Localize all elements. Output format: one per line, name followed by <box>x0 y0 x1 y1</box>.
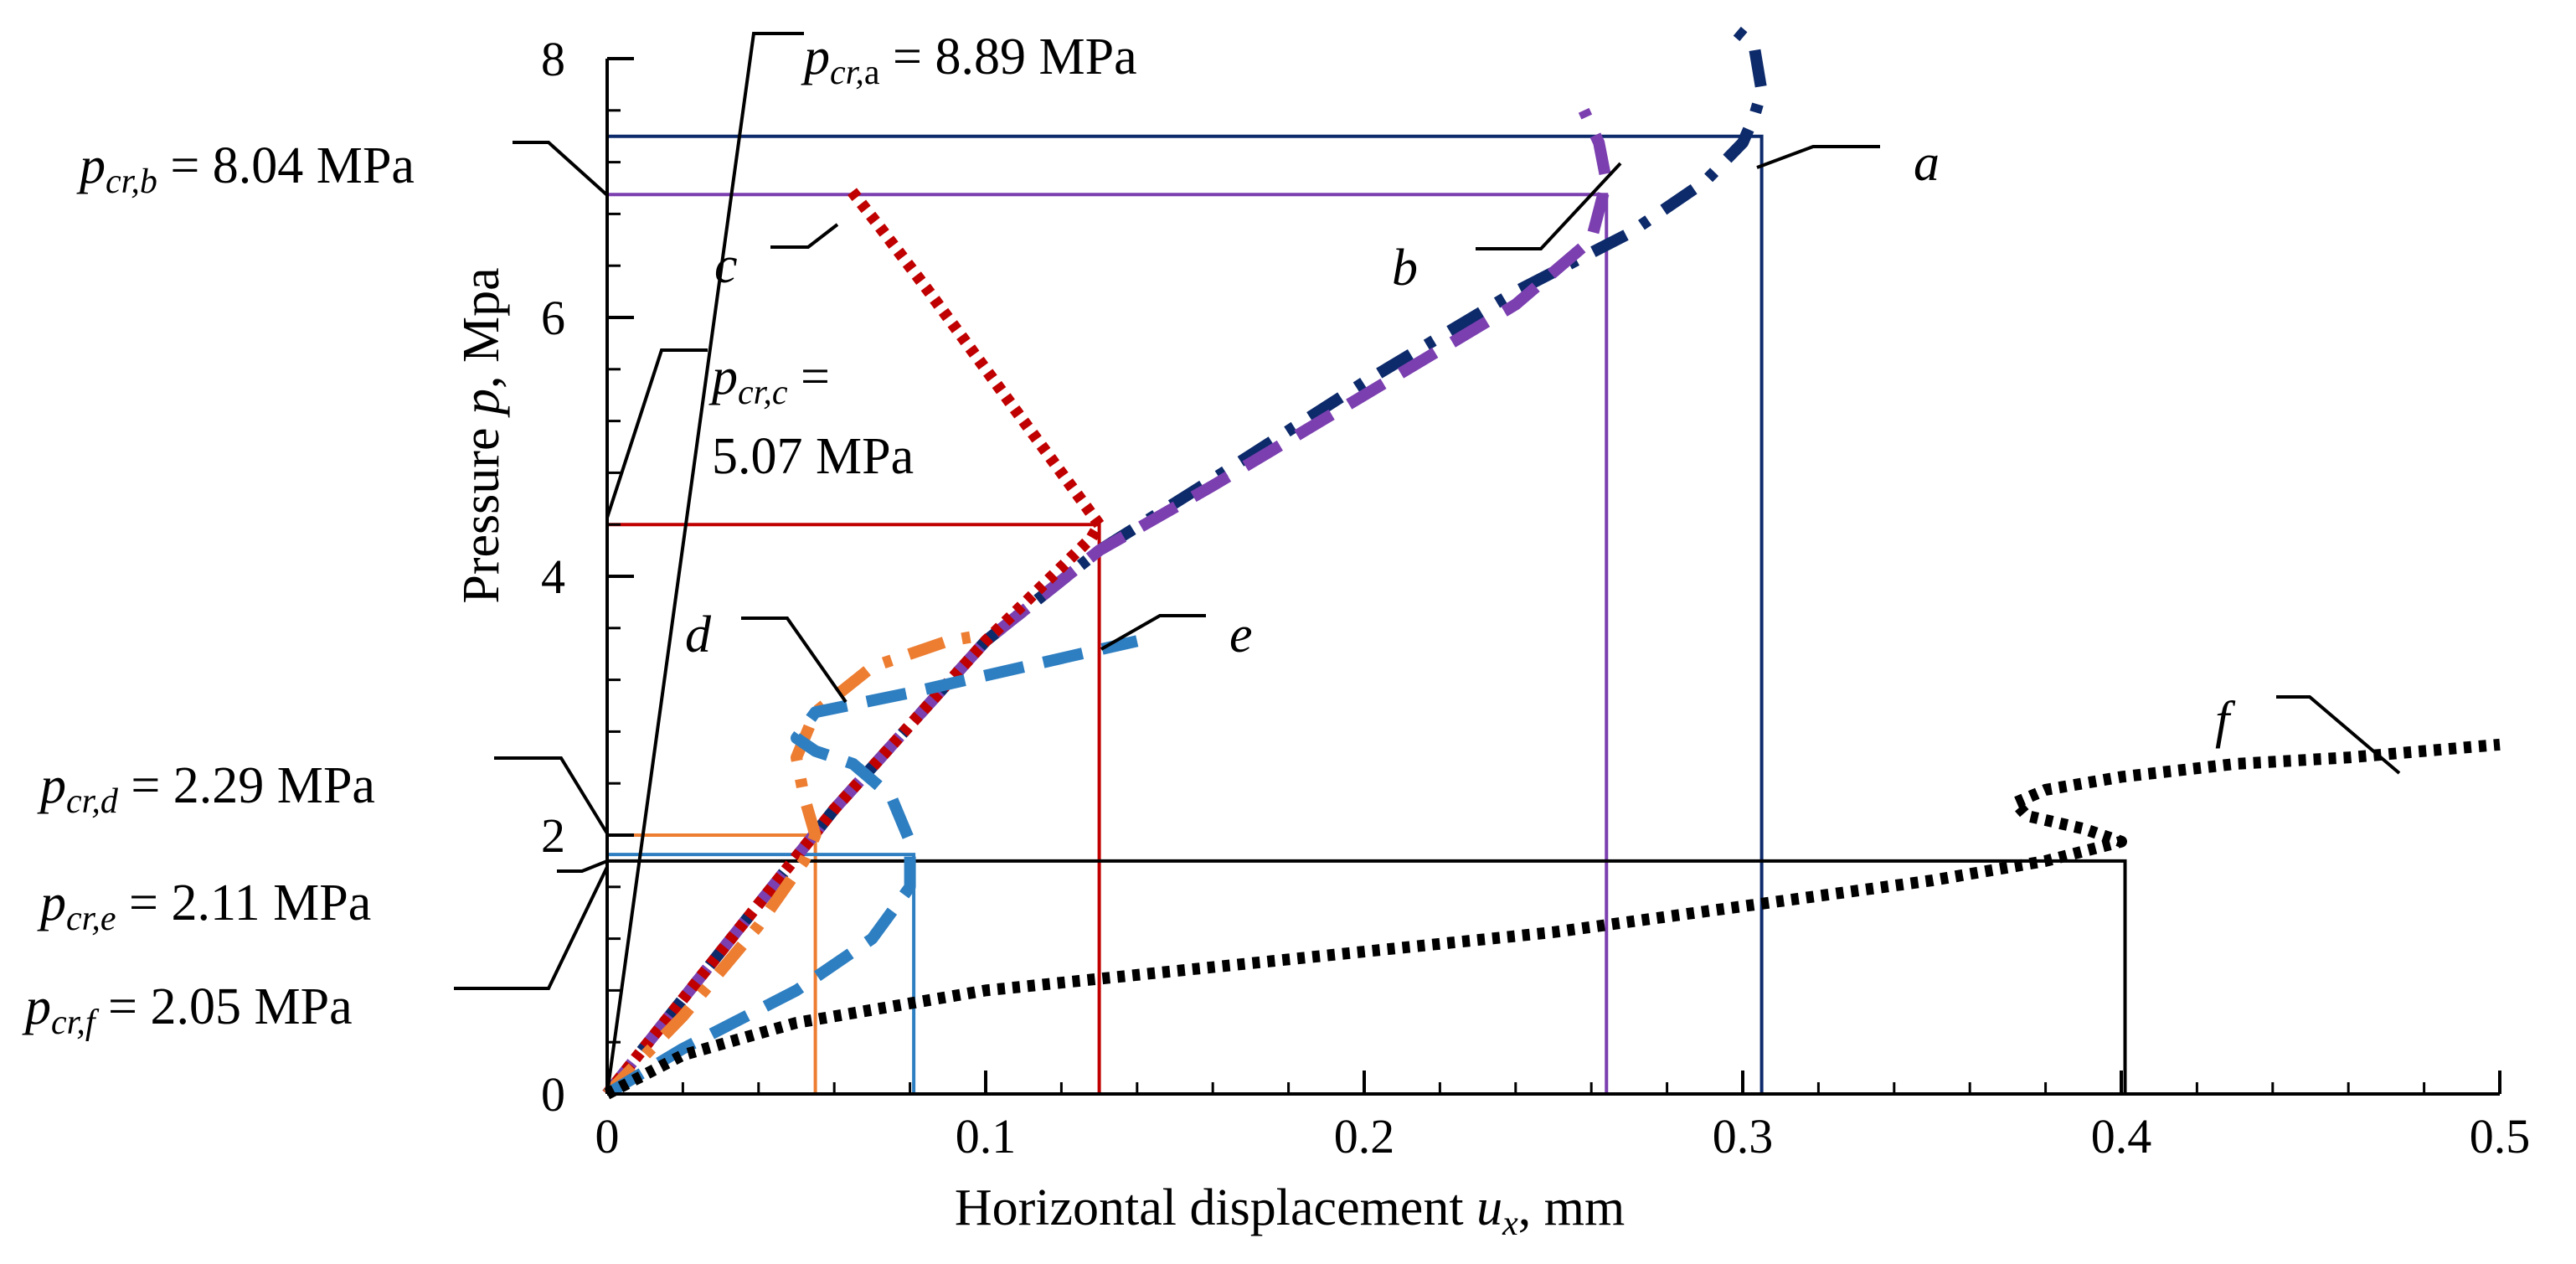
series-e-line <box>604 635 1139 1100</box>
curve-label-e: e <box>1229 606 1253 663</box>
x-axis-title: Horizontal displacement ux, mm <box>955 1179 1625 1243</box>
callout-c-value: = <box>787 348 829 405</box>
callout-f-p: p <box>22 978 51 1035</box>
callout-a-value: = 8.89 MPa <box>880 28 1137 85</box>
curve-leader-c <box>770 223 839 249</box>
callout-a-sub: cr, <box>830 54 864 92</box>
callout-d-value: = 2.29 MPa <box>118 757 375 814</box>
callout-leader-e <box>557 859 608 873</box>
callout-b-value: = 8.04 MPa <box>157 137 415 194</box>
curve-label-a: a <box>1914 135 1940 192</box>
critical-line-f <box>607 859 2127 1094</box>
y-tick-label: 6 <box>541 291 565 345</box>
series-f-line <box>604 738 2501 1100</box>
series-c-line <box>602 184 1105 1098</box>
y-tick-label: 2 <box>541 808 565 863</box>
callout-f-value: = 2.05 MPa <box>95 978 353 1035</box>
callout-b-p: p <box>76 137 106 194</box>
callout-e-value: = 2.11 MPa <box>116 874 371 931</box>
x-tick-label: 0.1 <box>956 1109 1017 1163</box>
curve-leader-b <box>1476 162 1622 250</box>
y-tick-label: 0 <box>541 1067 565 1122</box>
annotations: pcr,a = 8.89 MPa pcr,b = 8.04 MPa pcr,c … <box>22 28 2401 1095</box>
curve-leader-d <box>741 617 848 704</box>
axes: 0 2 4 6 8 0 0.1 0.2 0.3 0.4 0.5 <box>541 32 2530 1163</box>
x-tick-label: 0.5 <box>2470 1109 2531 1163</box>
callout-b-sub: cr,b <box>106 163 157 201</box>
curve-leader-f <box>2276 695 2401 775</box>
callout-f-sub: cr,f <box>51 1003 100 1042</box>
callout-leader-f <box>454 866 609 990</box>
callout-label-c: pcr,c = <box>708 348 830 412</box>
callout-leader-b <box>513 141 609 197</box>
callout-leader-d <box>494 756 609 835</box>
callout-label-f: pcr,f = 2.05 MPa <box>22 978 353 1042</box>
curve-leader-e <box>1100 614 1206 651</box>
callout-d-p: p <box>37 757 66 814</box>
x-tick-label: 0.4 <box>2091 1109 2152 1163</box>
curve-label-b: b <box>1392 240 1418 297</box>
callout-c-p: p <box>708 348 738 405</box>
callout-d-sub: cr,d <box>66 782 119 821</box>
critical-line-e <box>607 853 916 1094</box>
callout-e-sub: cr,e <box>66 900 116 938</box>
callout-label-d: pcr,d = 2.29 MPa <box>37 757 375 821</box>
callout-leader-a <box>605 32 804 1095</box>
curve-label-f: f <box>2215 692 2236 749</box>
callout-label-b: pcr,b = 8.04 MPa <box>76 137 415 201</box>
callout-a-p: p <box>801 28 830 85</box>
plot-series <box>602 15 2501 1100</box>
y-axis-title: Pressure p, Mpa <box>453 267 510 603</box>
callout-label-e: pcr,e = 2.11 MPa <box>37 874 371 938</box>
callout-e-p: p <box>37 874 66 931</box>
x-tick-label: 0 <box>595 1109 620 1163</box>
critical-line-c <box>607 523 1101 1094</box>
x-tick-label: 0.2 <box>1334 1109 1395 1163</box>
curve-label-d: d <box>685 606 712 663</box>
series-b-line <box>602 107 1613 1098</box>
callout-c-sub: cr,c <box>738 374 788 412</box>
y-tick-label: 8 <box>541 32 565 86</box>
y-tick-label: 4 <box>541 549 565 604</box>
curve-label-c: c <box>714 237 738 294</box>
callout-label-c-line2: 5.07 MPa <box>712 428 914 485</box>
callout-leader-c <box>605 348 708 518</box>
callout-label-a: pcr,a = 8.89 MPa <box>801 28 1137 92</box>
series-d-line <box>602 628 987 1098</box>
critical-level-lines <box>607 134 2127 1094</box>
curve-leader-a <box>1756 145 1880 169</box>
critical-line-a <box>607 134 1764 1094</box>
x-tick-label: 0.3 <box>1713 1109 1774 1163</box>
callout-a-sub2: a <box>864 54 880 92</box>
